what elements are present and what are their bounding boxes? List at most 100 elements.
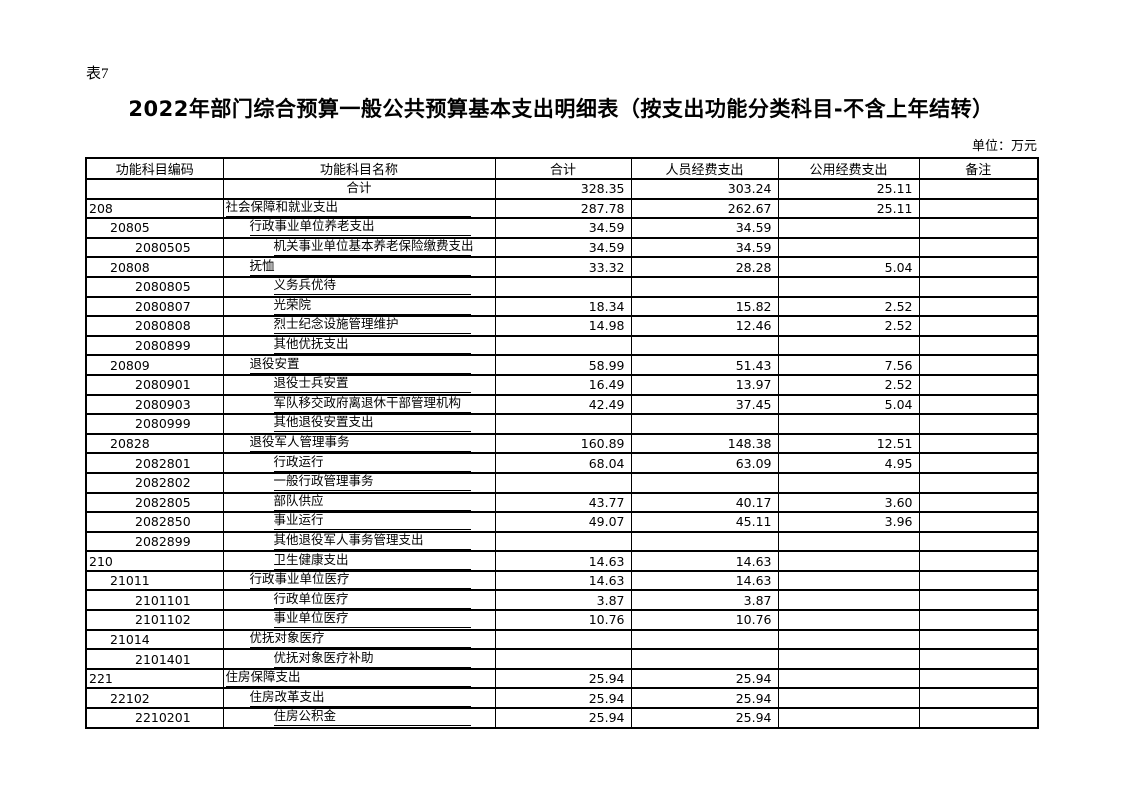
- code-cell: 20808: [85, 256, 224, 278]
- total-cell: 34.59: [494, 217, 632, 239]
- code-text: 2082802: [135, 475, 191, 491]
- public-cell: 7.56: [777, 354, 920, 376]
- note-cell: [918, 687, 1039, 710]
- column-header-total: 合计: [494, 157, 632, 180]
- personnel-cell: [630, 413, 779, 435]
- name-cell: 部队供应: [222, 491, 496, 514]
- name-text: 事业单位医疗: [273, 612, 471, 628]
- personnel-cell: 148.38: [630, 432, 779, 455]
- table-row: 2101401 优抚对象医疗补助: [85, 648, 1039, 670]
- name-text: 机关事业单位基本养老保险缴费支出: [273, 240, 474, 256]
- personnel-cell: 51.43: [630, 354, 779, 376]
- code-cell: 2101102: [85, 609, 224, 631]
- name-cell: 优抚对象医疗补助: [222, 648, 496, 670]
- note-cell: [918, 373, 1039, 396]
- note-cell: [918, 217, 1039, 239]
- total-cell: 328.35: [494, 178, 632, 200]
- column-header-public: 公用经费支出: [777, 157, 920, 180]
- public-cell: [777, 236, 920, 259]
- public-cell: [777, 550, 920, 572]
- public-cell: 5.04: [777, 256, 920, 278]
- table-row: 2082899 其他退役军人事务管理支出: [85, 530, 1039, 553]
- code-text: 221: [89, 671, 113, 687]
- public-cell: 25.11: [777, 197, 920, 220]
- total-cell: [494, 334, 632, 357]
- name-text: 优抚对象医疗: [249, 632, 471, 648]
- code-cell: 2082850: [85, 511, 224, 533]
- name-text: 其他退役安置支出: [273, 416, 471, 432]
- column-header-personnel: 人员经费支出: [630, 157, 779, 180]
- table-row: 2080999 其他退役安置支出: [85, 413, 1039, 435]
- public-cell: [777, 648, 920, 670]
- table-row: 2101101 行政单位医疗 3.87 3.87: [85, 589, 1039, 612]
- public-cell: [777, 609, 920, 631]
- code-text: 210: [89, 553, 113, 569]
- code-text: 2101102: [135, 612, 191, 628]
- table-row: 21014 优抚对象医疗: [85, 628, 1039, 651]
- name-text: 住房改革支出: [249, 690, 471, 707]
- total-cell: 287.78: [494, 197, 632, 220]
- name-cell: 其他退役安置支出: [222, 413, 496, 435]
- note-cell: [918, 197, 1039, 220]
- personnel-cell: [630, 275, 779, 298]
- note-cell: [918, 432, 1039, 455]
- public-cell: [777, 687, 920, 710]
- note-cell: [918, 511, 1039, 533]
- total-cell: 16.49: [494, 373, 632, 396]
- code-cell: 2101401: [85, 648, 224, 670]
- name-text: 优抚对象医疗补助: [273, 651, 471, 667]
- name-text: 军队移交政府离退休干部管理机构: [273, 396, 471, 413]
- table-row: 2082805 部队供应 43.77 40.17 3.60: [85, 491, 1039, 514]
- public-cell: 12.51: [777, 432, 920, 455]
- total-cell: 33.32: [494, 256, 632, 278]
- personnel-cell: 25.94: [630, 667, 779, 690]
- table-row: 合计 328.35 303.24 25.11: [85, 178, 1039, 200]
- public-cell: 2.52: [777, 373, 920, 396]
- note-cell: [918, 295, 1039, 318]
- code-text: 2210201: [135, 710, 191, 726]
- total-cell: [494, 628, 632, 651]
- name-cell: 事业单位医疗: [222, 609, 496, 631]
- code-cell: 20809: [85, 354, 224, 376]
- name-cell: 军队移交政府离退休干部管理机构: [222, 393, 496, 416]
- name-text: 义务兵优待: [273, 279, 471, 295]
- name-text: 部队供应: [273, 494, 471, 511]
- personnel-cell: 262.67: [630, 197, 779, 220]
- note-cell: [918, 589, 1039, 612]
- table-row: 2080903 军队移交政府离退休干部管理机构 42.49 37.45 5.04: [85, 393, 1039, 416]
- name-text: 事业运行: [273, 514, 471, 530]
- total-cell: [494, 275, 632, 298]
- personnel-cell: 45.11: [630, 511, 779, 533]
- total-cell: 3.87: [494, 589, 632, 612]
- code-cell: 210: [85, 550, 224, 572]
- sheet-number-label: 表7: [86, 66, 109, 82]
- total-cell: [494, 648, 632, 670]
- table-row: 2080807 光荣院 18.34 15.82 2.52: [85, 295, 1039, 318]
- table-row: 210 卫生健康支出 14.63 14.63: [85, 550, 1039, 572]
- total-cell: [494, 471, 632, 494]
- note-cell: [918, 491, 1039, 514]
- name-text: 卫生健康支出: [273, 553, 471, 569]
- personnel-cell: 37.45: [630, 393, 779, 416]
- total-cell: 25.94: [494, 667, 632, 690]
- personnel-cell: 63.09: [630, 452, 779, 474]
- name-text: 行政单位医疗: [273, 592, 471, 609]
- note-cell: [918, 413, 1039, 435]
- code-cell: 2080807: [85, 295, 224, 318]
- name-cell: 退役军人管理事务: [222, 432, 496, 455]
- code-text: 21011: [110, 573, 150, 589]
- total-cell: 49.07: [494, 511, 632, 533]
- total-cell: 42.49: [494, 393, 632, 416]
- column-header-name: 功能科目名称: [222, 157, 496, 180]
- code-cell: 22102: [85, 687, 224, 710]
- table-row: 20828 退役军人管理事务 160.89 148.38 12.51: [85, 432, 1039, 455]
- code-text: 2080901: [135, 377, 191, 393]
- code-cell: 221: [85, 667, 224, 690]
- code-text: 2082850: [135, 514, 191, 530]
- name-cell: 光荣院: [222, 295, 496, 318]
- personnel-cell: 303.24: [630, 178, 779, 200]
- total-cell: 25.94: [494, 707, 632, 729]
- name-cell: 义务兵优待: [222, 275, 496, 298]
- personnel-cell: 25.94: [630, 707, 779, 729]
